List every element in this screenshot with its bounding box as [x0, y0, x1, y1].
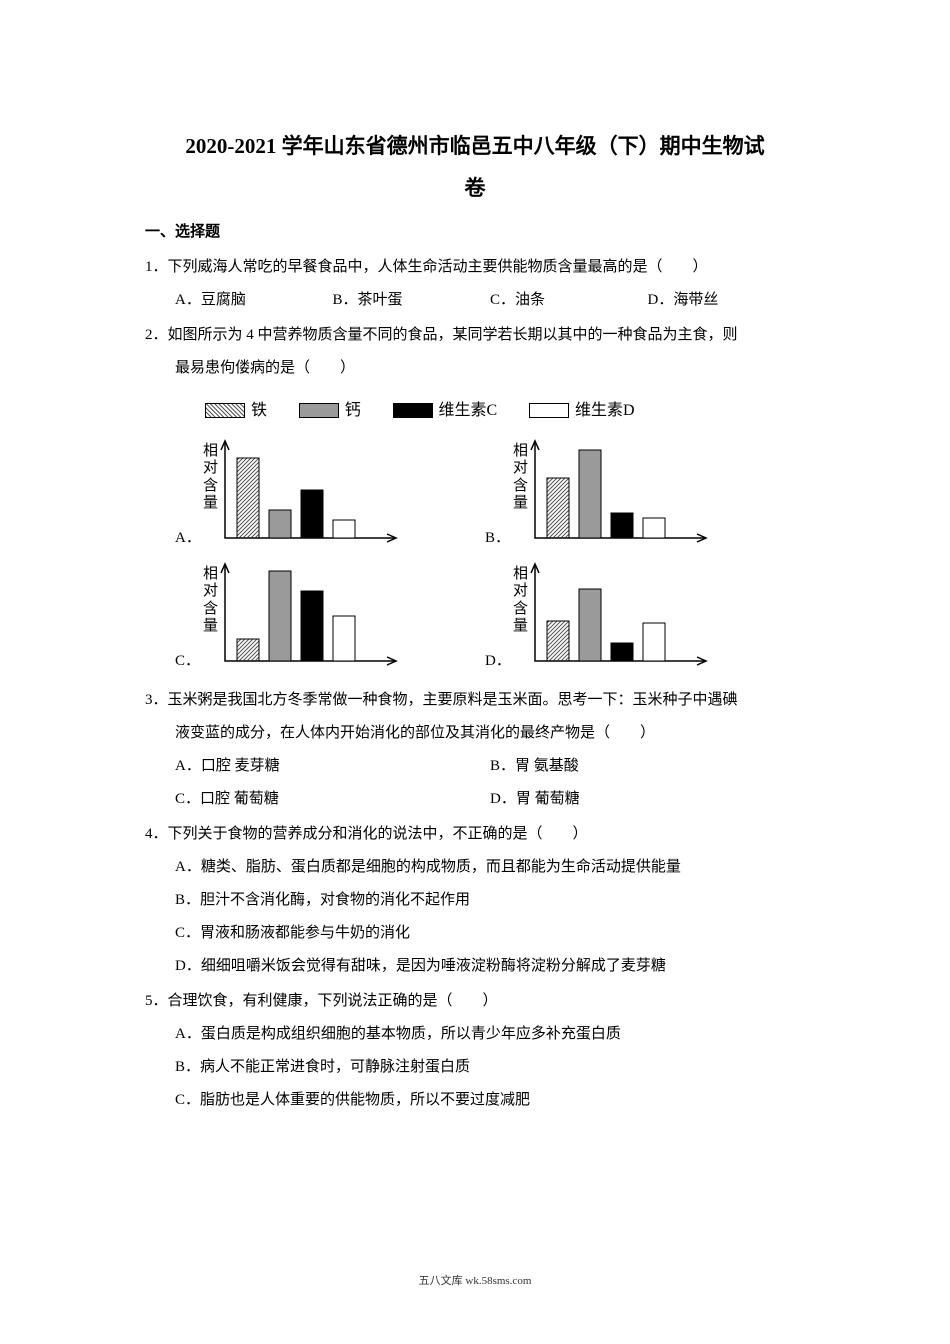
- chart-D: [525, 561, 715, 676]
- q4-optC: C．胃液和肠液都能参与牛奶的消化: [145, 917, 805, 950]
- ylabel-C: 相对含量: [203, 566, 219, 635]
- q5-optC: C．脂肪也是人体重要的供能物质，所以不要过度减肥: [145, 1084, 805, 1117]
- chart-C: [215, 561, 405, 676]
- legend-vitd-box: [529, 403, 569, 418]
- legend-vitd-label: 维生素D: [575, 402, 635, 419]
- q2-stem1: 2．如图所示为 4 中营养物质含量不同的食品，某同学若长期以其中的一种食品为主食…: [145, 319, 805, 352]
- question-2: 2．如图所示为 4 中营养物质含量不同的食品，某同学若长期以其中的一种食品为主食…: [145, 319, 805, 676]
- chart-cell-C: 相对含量 C．: [175, 561, 485, 676]
- q2-optA: A．: [175, 522, 201, 555]
- title-line2: 卷: [145, 172, 805, 202]
- legend-calcium-box: [299, 403, 339, 418]
- q3-optB: B．胃 氨基酸: [490, 750, 805, 783]
- q3-stem1: 3．玉米粥是我国北方冬季常做一种食物，主要原料是玉米面。思考一下：玉米种子中遇碘: [145, 684, 805, 717]
- q2-stem2: 最易患佝偻病的是（ ）: [145, 352, 805, 385]
- q5-stem: 5．合理饮食，有利健康，下列说法正确的是（ ）: [145, 985, 805, 1018]
- q4-optD: D．细细咀嚼米饭会觉得有甜味，是因为唾液淀粉酶将淀粉分解成了麦芽糖: [145, 950, 805, 983]
- q2-optC: C．: [175, 645, 200, 678]
- legend-calcium-label: 钙: [345, 402, 361, 419]
- chart-cell-A: 相对含量 A．: [175, 438, 485, 553]
- title-line1: 2020-2021 学年山东省德州市临邑五中八年级（下）期中生物试: [145, 130, 805, 160]
- q4-optB: B．胆汁不含消化酶，对食物的消化不起作用: [145, 884, 805, 917]
- legend-vitc-label: 维生素C: [439, 402, 498, 419]
- chart-cell-D: 相对含量 D．: [485, 561, 795, 676]
- question-5: 5．合理饮食，有利健康，下列说法正确的是（ ） A．蛋白质是构成组织细胞的基本物…: [145, 985, 805, 1117]
- q2-optD: D．: [485, 645, 511, 678]
- chart-B: [525, 438, 715, 553]
- chart-grid: 相对含量 A． 相对含量 B． 相对含量 C． 相对含量 D．: [145, 438, 805, 676]
- q3-stem2: 液变蓝的成分，在人体内开始消化的部位及其消化的最终产物是（ ）: [145, 717, 805, 750]
- q1-optD: D．海带丝: [648, 284, 806, 317]
- ylabel-D: 相对含量: [513, 566, 529, 635]
- q1-optC: C．油条: [490, 284, 648, 317]
- q5-optA: A．蛋白质是构成组织细胞的基本物质，所以青少年应多补充蛋白质: [145, 1018, 805, 1051]
- q4-stem: 4．下列关于食物的营养成分和消化的说法中，不正确的是（ ）: [145, 818, 805, 851]
- q3-optC: C．口腔 葡萄糖: [175, 783, 490, 816]
- q1-stem: 1．下列威海人常吃的早餐食品中，人体生命活动主要供能物质含量最高的是（ ）: [145, 251, 805, 284]
- q5-optB: B．病人不能正常进食时，可静脉注射蛋白质: [145, 1051, 805, 1084]
- question-4: 4．下列关于食物的营养成分和消化的说法中，不正确的是（ ） A．糖类、脂肪、蛋白…: [145, 818, 805, 983]
- footer: 五八文库 wk.58sms.com: [0, 1272, 950, 1288]
- q3-optD: D．胃 葡萄糖: [490, 783, 805, 816]
- legend-iron-label: 铁: [251, 402, 267, 419]
- question-1: 1．下列威海人常吃的早餐食品中，人体生命活动主要供能物质含量最高的是（ ） A．…: [145, 251, 805, 317]
- q1-optB: B．茶叶蛋: [333, 284, 491, 317]
- legend-vitc-box: [393, 403, 433, 418]
- q1-optA: A．豆腐脑: [175, 284, 333, 317]
- q2-optB: B．: [485, 522, 510, 555]
- q4-optA: A．糖类、脂肪、蛋白质都是细胞的构成物质，而且都能为生命活动提供能量: [145, 851, 805, 884]
- chart-legend: 铁 钙 维生素C 维生素D: [145, 393, 805, 428]
- ylabel-A: 相对含量: [203, 443, 219, 512]
- question-3: 3．玉米粥是我国北方冬季常做一种食物，主要原料是玉米面。思考一下：玉米种子中遇碘…: [145, 684, 805, 816]
- chart-cell-B: 相对含量 B．: [485, 438, 795, 553]
- chart-A: [215, 438, 405, 553]
- q3-optA: A．口腔 麦芽糖: [175, 750, 490, 783]
- section-label: 一、选择题: [145, 220, 805, 241]
- legend-iron-box: [205, 403, 245, 418]
- ylabel-B: 相对含量: [513, 443, 529, 512]
